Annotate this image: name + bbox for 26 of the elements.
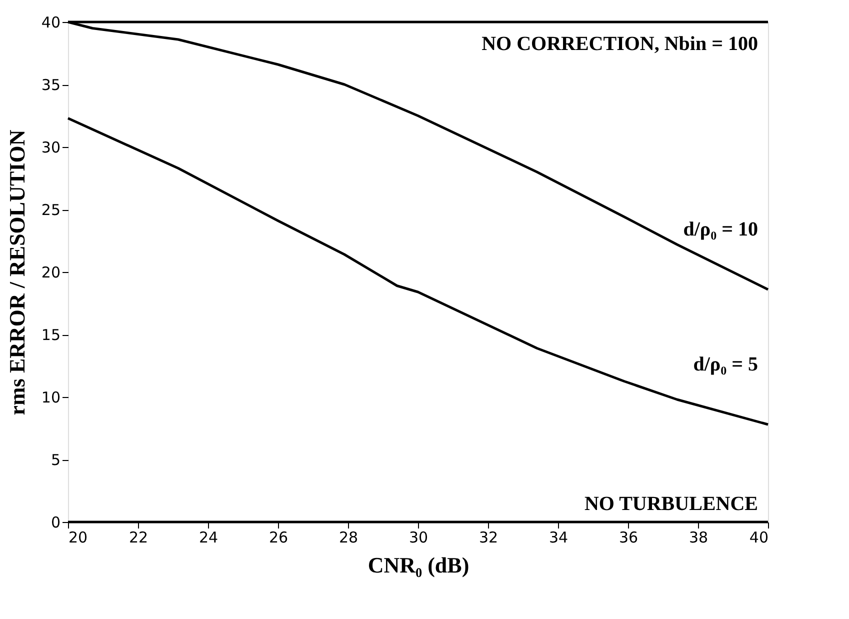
x-tick-label: 36 xyxy=(618,528,638,546)
y-tick-label: 10 xyxy=(41,388,60,406)
y-axis-title: rms ERROR / RESOLUTION xyxy=(4,130,30,416)
x-tick-label: 26 xyxy=(268,528,288,546)
y-tick-label: 0 xyxy=(50,514,60,532)
x-tick-label: 34 xyxy=(548,528,568,546)
x-tick-label: 32 xyxy=(478,528,498,546)
x-tick-label: 22 xyxy=(128,528,148,546)
x-tick-label: 38 xyxy=(688,528,708,546)
x-axis-title: CNR₀ (dB) xyxy=(368,552,470,578)
y-tick-label: 35 xyxy=(41,76,60,94)
y-tick-label: 15 xyxy=(41,326,60,344)
series-label: NO TURBULENCE xyxy=(584,493,758,515)
x-tick-label: 40 xyxy=(749,528,768,546)
y-tick-label: 20 xyxy=(41,264,60,282)
series-label: d/ρ₀ = 10 xyxy=(683,218,758,240)
series-label: NO CORRECTION, Nbin = 100 xyxy=(482,33,758,55)
x-tick-label: 20 xyxy=(68,528,88,546)
x-tick-label: 28 xyxy=(338,528,358,546)
y-tick-label: 5 xyxy=(50,451,60,469)
x-tick-label: 30 xyxy=(408,528,428,546)
x-tick-label: 24 xyxy=(198,528,218,546)
y-tick-label: 25 xyxy=(41,201,60,219)
series-label: d/ρ₀ = 5 xyxy=(693,354,758,376)
y-tick-label: 40 xyxy=(41,14,60,32)
y-tick-label: 30 xyxy=(41,138,60,156)
